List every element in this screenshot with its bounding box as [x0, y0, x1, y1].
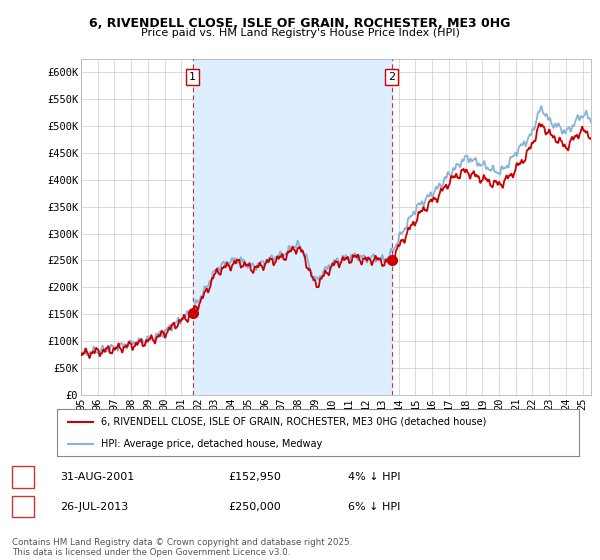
Text: Price paid vs. HM Land Registry's House Price Index (HPI): Price paid vs. HM Land Registry's House … — [140, 28, 460, 38]
Text: 1: 1 — [189, 72, 196, 82]
Text: 4% ↓ HPI: 4% ↓ HPI — [348, 472, 401, 482]
Text: 6, RIVENDELL CLOSE, ISLE OF GRAIN, ROCHESTER, ME3 0HG (detached house): 6, RIVENDELL CLOSE, ISLE OF GRAIN, ROCHE… — [101, 417, 487, 427]
Text: 2: 2 — [19, 502, 26, 512]
Text: 26-JUL-2013: 26-JUL-2013 — [60, 502, 128, 512]
Text: £152,950: £152,950 — [228, 472, 281, 482]
Bar — [193, 59, 392, 395]
Text: 6, RIVENDELL CLOSE, ISLE OF GRAIN, ROCHESTER, ME3 0HG: 6, RIVENDELL CLOSE, ISLE OF GRAIN, ROCHE… — [89, 17, 511, 30]
Text: 1: 1 — [19, 472, 26, 482]
Text: 31-AUG-2001: 31-AUG-2001 — [60, 472, 134, 482]
Text: Contains HM Land Registry data © Crown copyright and database right 2025.
This d: Contains HM Land Registry data © Crown c… — [12, 538, 352, 557]
Text: HPI: Average price, detached house, Medway: HPI: Average price, detached house, Medw… — [101, 438, 323, 449]
Text: 2: 2 — [388, 72, 395, 82]
Text: £250,000: £250,000 — [228, 502, 281, 512]
Text: 6% ↓ HPI: 6% ↓ HPI — [348, 502, 400, 512]
